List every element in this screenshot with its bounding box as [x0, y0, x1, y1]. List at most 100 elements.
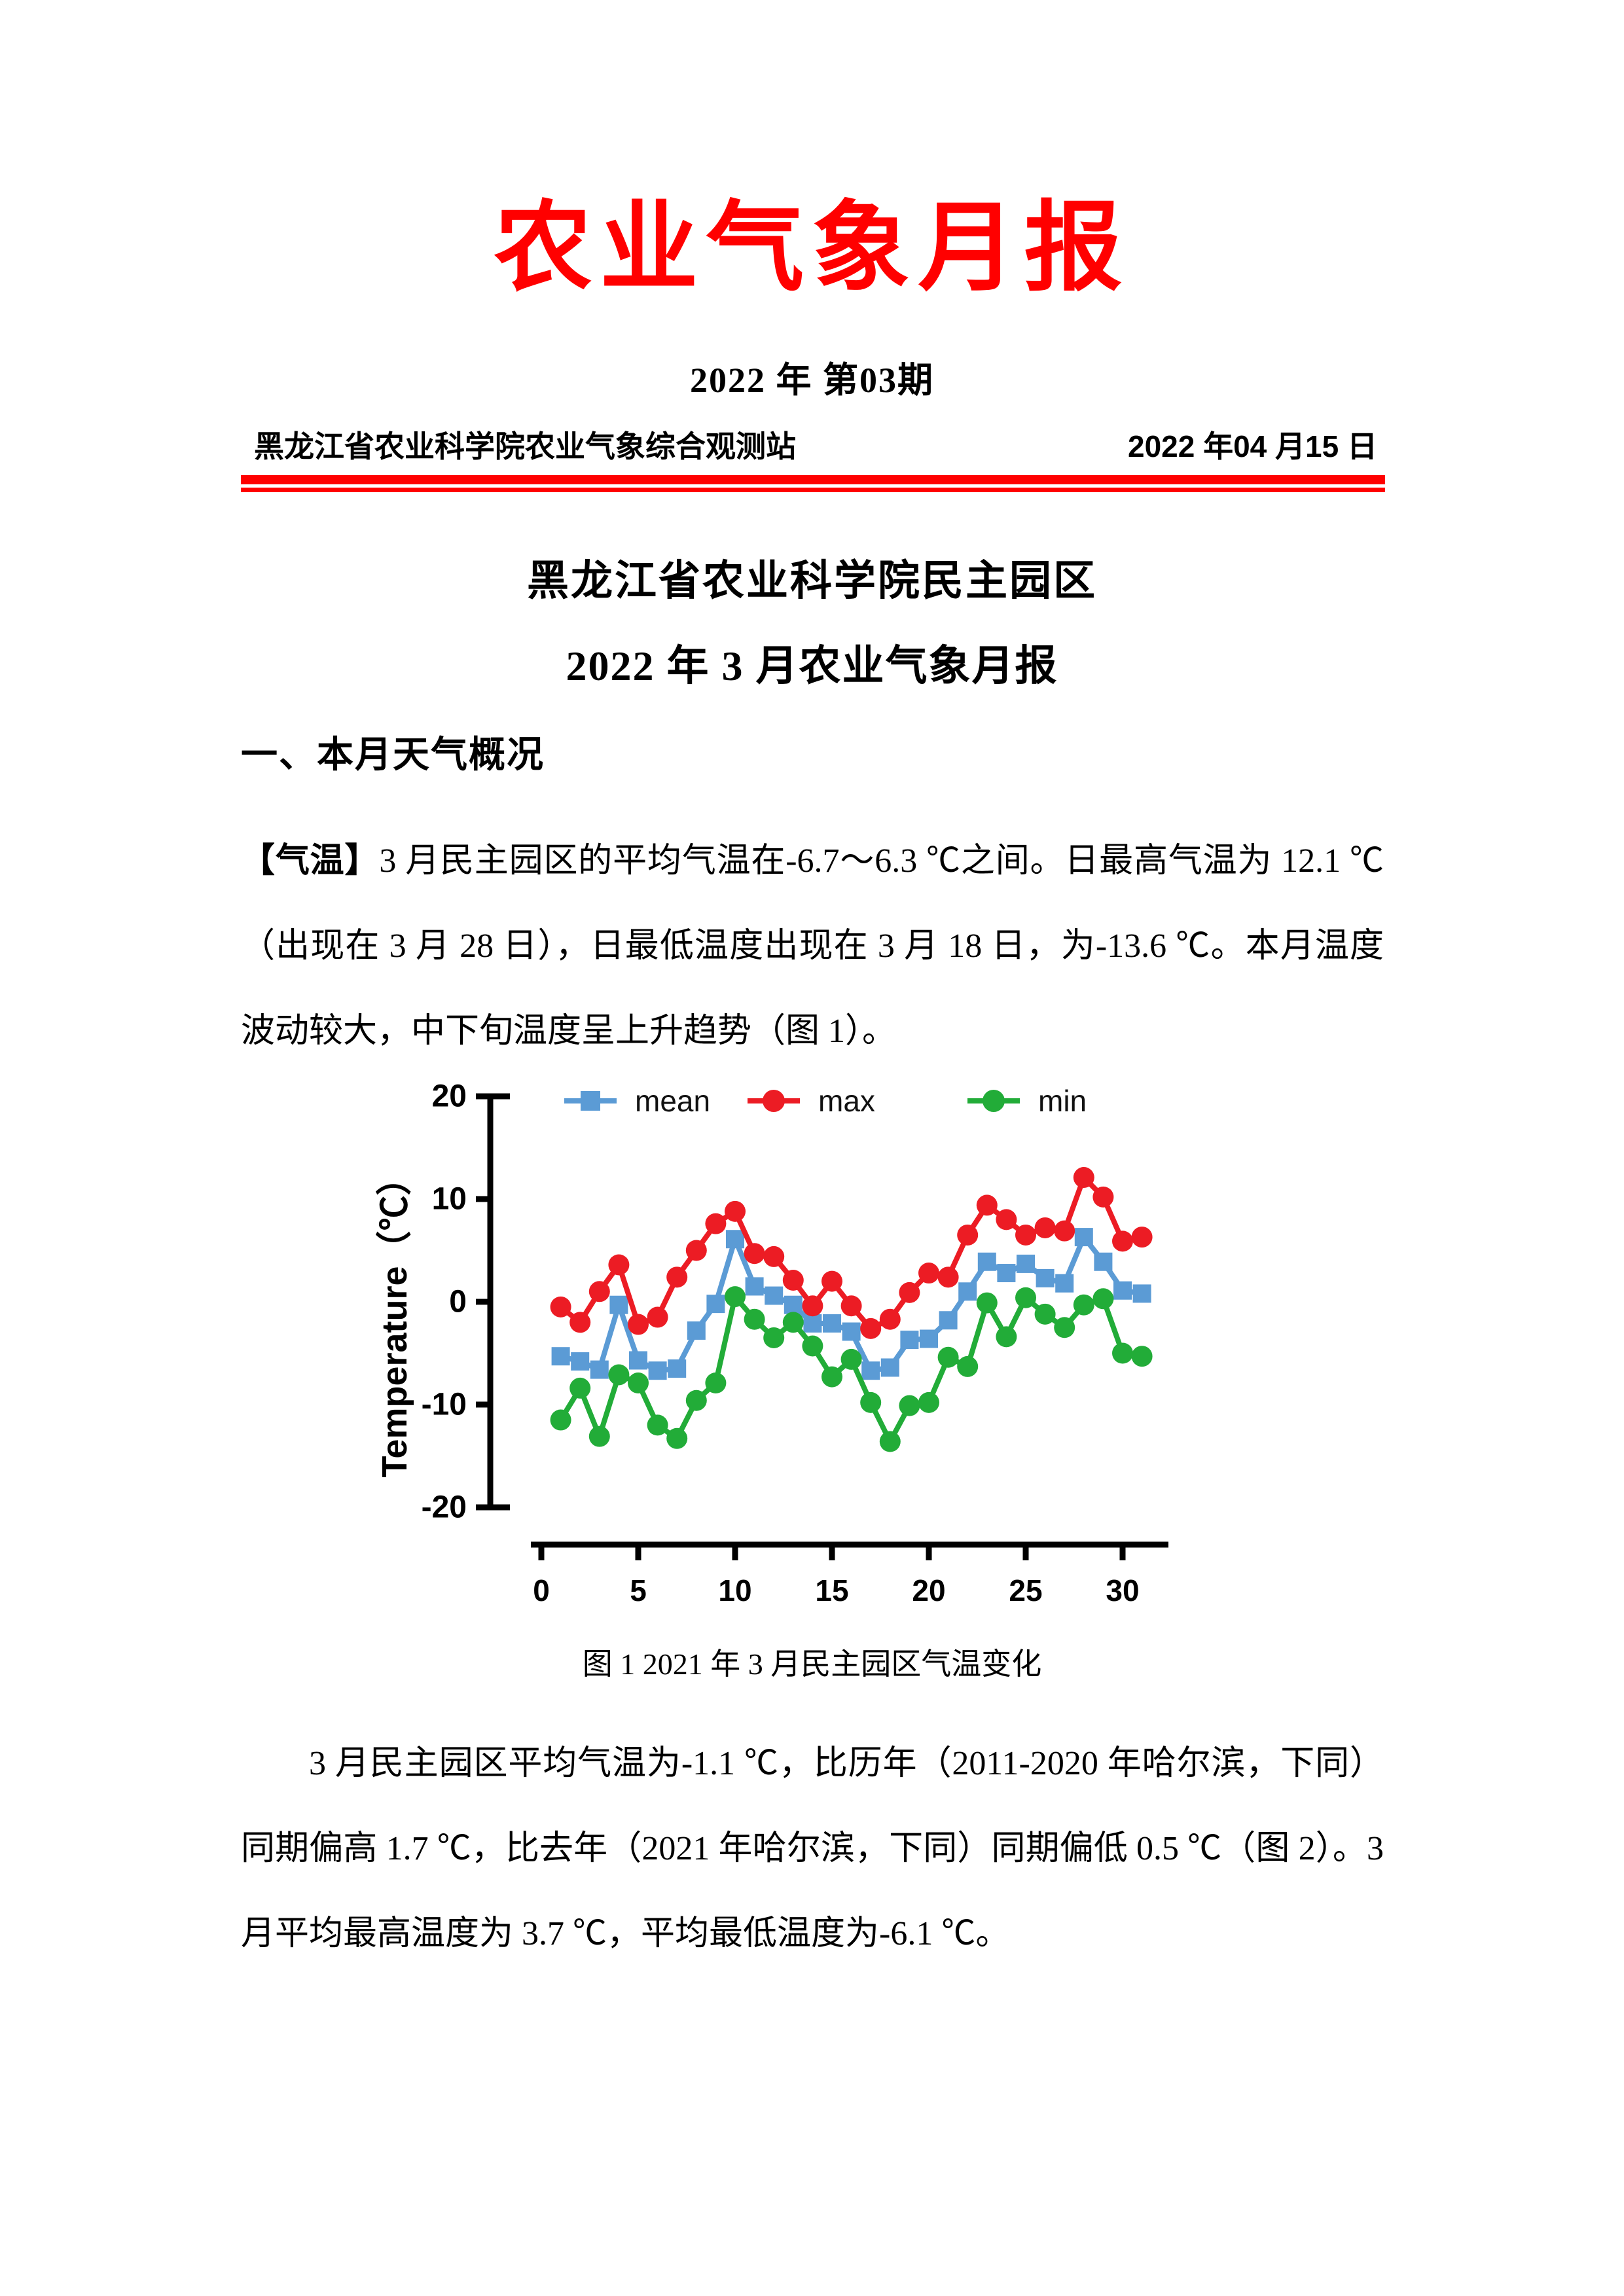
data-point-max [550, 1296, 571, 1318]
data-point-min [918, 1391, 939, 1413]
legend-marker-max [763, 1090, 785, 1112]
data-point-max [1073, 1167, 1094, 1189]
data-point-min [860, 1391, 882, 1413]
x-tick-label: 0 [533, 1573, 550, 1607]
data-point-min [763, 1327, 785, 1348]
data-point-mean [861, 1361, 880, 1380]
figure-1: -20 -10 0 10 20 0 5 10 15 20 25 30 Temperature（℃） mea… [357, 1055, 1221, 1618]
legend-label-max: max [818, 1084, 875, 1118]
data-point-mean [880, 1358, 899, 1377]
data-point-min [1015, 1287, 1036, 1308]
data-point-mean [1132, 1284, 1151, 1303]
data-point-max [1112, 1230, 1133, 1252]
data-point-mean [958, 1282, 977, 1301]
data-point-mean [842, 1322, 861, 1341]
data-point-max [666, 1266, 688, 1288]
data-point-mean [687, 1321, 706, 1340]
y-tick-label: -20 [422, 1490, 467, 1525]
data-point-max [1054, 1220, 1075, 1242]
data-point-mean [977, 1252, 996, 1271]
data-point-min [899, 1395, 920, 1416]
data-point-min [821, 1366, 842, 1388]
data-point-max [705, 1213, 727, 1234]
data-point-min [1054, 1317, 1075, 1338]
data-point-min [705, 1372, 727, 1394]
data-point-mean [1074, 1228, 1093, 1247]
data-point-min [647, 1414, 668, 1436]
data-point-mean [648, 1361, 667, 1380]
data-point-min [879, 1431, 901, 1452]
x-tick-label: 5 [630, 1573, 647, 1607]
comparison-paragraph: 3 月民主园区平均气温为-1.1 ℃，比历年（2011-2020 年哈尔滨，下同… [241, 1745, 1384, 1952]
data-point-mean [551, 1347, 570, 1366]
station-name: 黑龙江省农业科学院农业气象综合观测站 [254, 429, 796, 463]
data-point-mean [1094, 1252, 1113, 1271]
data-point-mean [765, 1286, 784, 1305]
data-point-mean [900, 1331, 919, 1350]
data-point-min [1092, 1288, 1114, 1310]
data-point-mean [590, 1360, 609, 1379]
y-axis-title: Temperature（℃） [375, 1160, 414, 1477]
data-point-mean [1036, 1268, 1055, 1287]
data-point-mean [706, 1295, 725, 1314]
temperature-chart: -20 -10 0 10 20 0 5 10 15 20 25 30 Temperature（℃） mea… [375, 1079, 1168, 1607]
report-date: 2022 年04 月15 日 [1127, 429, 1377, 463]
data-point-mean [668, 1359, 687, 1378]
legend-label-mean: mean [635, 1084, 710, 1118]
data-point-max [744, 1243, 765, 1265]
red-separator [241, 475, 1385, 492]
data-point-mean [726, 1230, 744, 1249]
data-point-max [957, 1224, 979, 1246]
data-point-mean [609, 1295, 628, 1314]
data-point-mean [784, 1295, 803, 1314]
legend-label-min: min [1038, 1084, 1087, 1118]
data-point-mean [629, 1351, 647, 1370]
data-point-min [840, 1348, 862, 1370]
data-point-mean [939, 1311, 958, 1330]
y-tick-label: -10 [422, 1388, 467, 1422]
legend-marker-mean [581, 1091, 600, 1111]
issue-line: 2022 年 第03期 [690, 361, 934, 400]
data-point-max [879, 1308, 901, 1330]
data-point-max [569, 1312, 591, 1333]
data-point-min [685, 1390, 707, 1411]
legend-marker-min [983, 1090, 1005, 1112]
data-point-max [588, 1281, 610, 1302]
separator-thin-bar [241, 488, 1385, 492]
data-point-min [1131, 1346, 1153, 1367]
data-point-max [996, 1209, 1017, 1230]
x-tick-label: 20 [912, 1573, 945, 1607]
data-point-min [976, 1292, 998, 1314]
data-point-mean [920, 1329, 938, 1348]
data-point-min [550, 1409, 571, 1431]
x-tick-label: 30 [1106, 1573, 1139, 1607]
data-point-max [802, 1295, 823, 1317]
data-point-max [1131, 1227, 1153, 1248]
x-axis [531, 1541, 1168, 1560]
data-point-max [725, 1200, 746, 1222]
data-point-max [918, 1263, 939, 1284]
data-point-min [744, 1308, 765, 1330]
data-point-max [782, 1270, 804, 1291]
data-point-min [802, 1335, 823, 1357]
report-subtitle-heading: 2022 年 3 月农业气象月报 [566, 643, 1058, 689]
data-point-mean [823, 1314, 841, 1333]
section-heading-weather-overview: 一、本月天气概况 [241, 734, 545, 775]
data-point-min [1112, 1342, 1133, 1364]
data-point-max [937, 1266, 959, 1288]
data-point-max [840, 1295, 862, 1317]
data-point-max [899, 1282, 920, 1303]
data-point-min [725, 1286, 746, 1308]
x-tick-label: 15 [815, 1573, 848, 1607]
park-heading: 黑龙江省农业科学院民主园区 [527, 558, 1097, 604]
report-title: 农业气象月报 [494, 194, 1130, 303]
y-tick-label: 0 [449, 1285, 467, 1319]
data-point-min [782, 1312, 804, 1333]
data-point-mean [745, 1277, 764, 1296]
x-tick-label: 10 [718, 1573, 751, 1607]
y-tick-label: 20 [432, 1079, 467, 1114]
data-point-max [1092, 1186, 1114, 1208]
data-point-mean [1055, 1274, 1074, 1293]
data-point-min [937, 1346, 959, 1368]
